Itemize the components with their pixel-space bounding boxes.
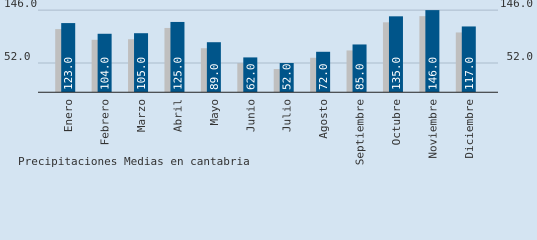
value-label: 146.0 [426,57,439,90]
bar [279,63,294,93]
value-label: 89.0 [208,64,221,91]
x-tick-label: Octubre [390,99,403,145]
background [0,0,537,174]
x-tick-label: Julio [281,99,294,132]
x-tick-label: Diciembre [463,99,476,159]
value-label: 117.0 [463,57,476,90]
bar [352,44,367,93]
value-label: 135.0 [390,57,403,90]
value-label: 123.0 [62,57,75,90]
chart: Precipitaciones Medias en cantabria 52.0… [0,0,537,174]
y-tick-label-right: 146.0 [500,0,533,10]
x-tick-label: Junio [244,99,257,132]
value-label: 104.0 [99,57,112,90]
x-tick-label: Noviembre [426,99,439,159]
x-tick-label: Abril [171,99,184,132]
bar [243,57,258,93]
bar [425,10,440,93]
value-label: 72.0 [317,64,330,91]
bar [388,16,403,93]
x-tick-label: Septiembre [354,99,367,165]
x-tick-label: Mayo [208,99,221,126]
bar [461,26,476,93]
bar [206,42,221,93]
y-tick-label: 146.0 [4,0,37,10]
value-label: 62.0 [244,64,257,91]
bar [97,33,112,93]
x-tick-label: Marzo [135,99,148,132]
value-label: 105.0 [135,57,148,90]
x-tick-label: Agosto [317,99,330,139]
bar [316,51,331,93]
value-label: 125.0 [171,57,184,90]
bar [170,21,185,93]
y-tick-label: 52.0 [4,50,31,63]
bar-shadow [55,29,68,93]
bar [61,23,76,93]
y-tick-label-right: 52.0 [507,50,534,63]
bar [134,33,149,93]
chart-title: Precipitaciones Medias en cantabria [18,155,250,168]
value-label: 52.0 [281,64,294,91]
value-label: 85.0 [354,64,367,91]
x-tick-label: Enero [62,99,75,132]
x-tick-label: Febrero [99,99,112,145]
